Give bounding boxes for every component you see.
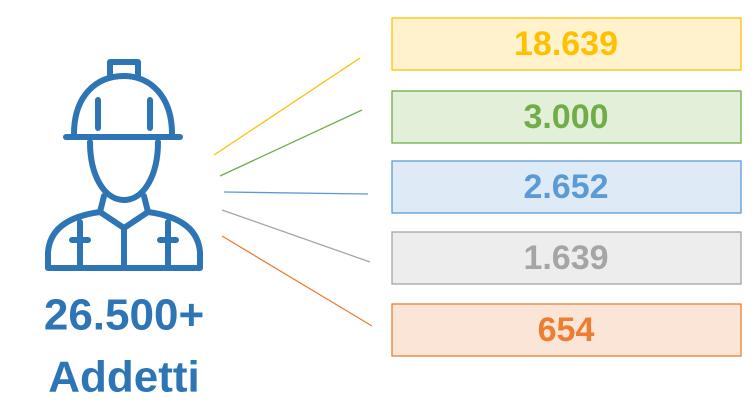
value-text: 2.652 (523, 168, 608, 206)
value-box (391, 90, 742, 144)
value-box (391, 17, 742, 71)
total-value: 26.500+ (44, 291, 204, 340)
value-text: 3.000 (523, 98, 608, 136)
total-label: Addetti (48, 353, 200, 402)
connector (221, 209, 371, 263)
value-box (391, 231, 742, 285)
worker-icon (45, 59, 203, 271)
value-text: 654 (538, 311, 595, 349)
value-box (391, 303, 742, 357)
connector (221, 235, 373, 327)
connector (219, 109, 363, 177)
connector (213, 57, 361, 156)
value-box (391, 160, 742, 214)
value-text: 1.639 (523, 239, 608, 277)
connector (223, 191, 369, 195)
value-text: 18.639 (514, 25, 618, 63)
